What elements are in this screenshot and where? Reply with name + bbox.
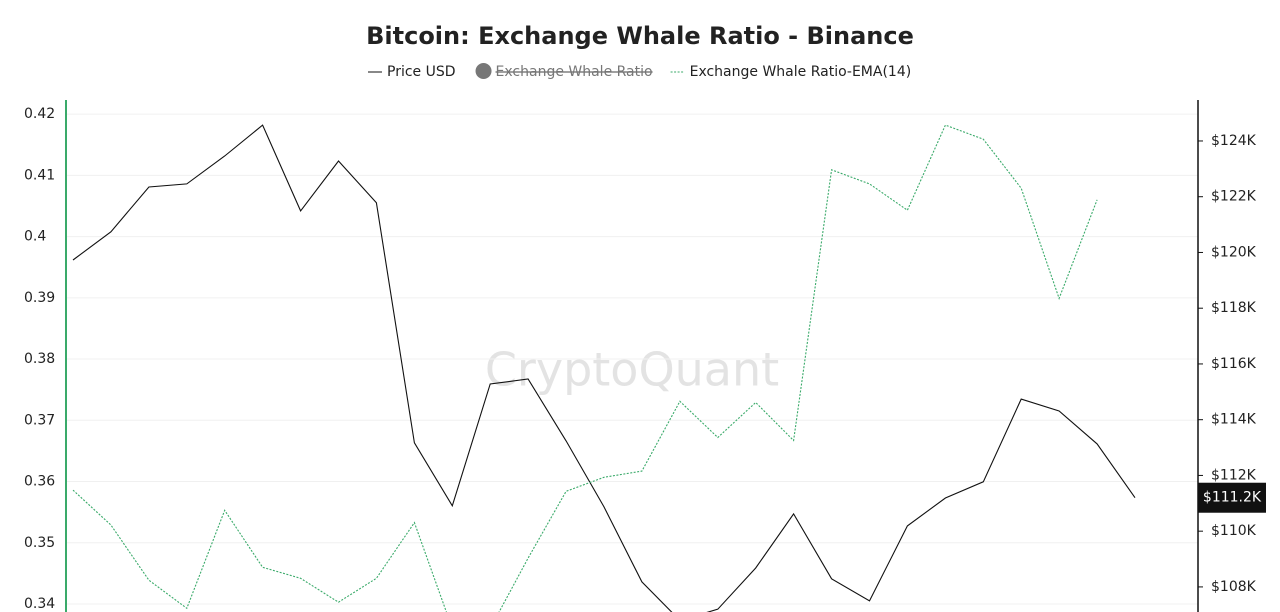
series-line xyxy=(72,124,1136,612)
y2-tick-label: $108K xyxy=(1211,579,1257,595)
y-tick-label: 0.39 xyxy=(24,290,55,306)
y2-tick-label: $116K xyxy=(1211,356,1257,372)
grid xyxy=(66,113,1198,605)
y-tick-label: 0.42 xyxy=(24,106,55,122)
series-line xyxy=(72,124,1098,612)
chart-title: Bitcoin: Exchange Whale Ratio - Binance xyxy=(366,22,914,50)
legend-label[interactable]: Exchange Whale Ratio xyxy=(496,64,653,80)
watermark: CryptoQuant xyxy=(485,343,779,397)
y2-tick-label: $114K xyxy=(1211,412,1257,428)
plot-area xyxy=(72,124,1136,612)
y2-tick-label: $124K xyxy=(1211,133,1257,149)
legend: Price USD Exchange Whale Ratio Exchange Wh… xyxy=(368,63,911,80)
value-badge xyxy=(1198,482,1266,513)
legend-marker xyxy=(475,63,492,79)
y-tick-label: 0.4 xyxy=(24,229,46,245)
y-tick-label: 0.34 xyxy=(24,596,55,612)
y2-tick-label: $122K xyxy=(1211,189,1257,205)
legend-label[interactable]: Price USD xyxy=(387,64,456,80)
y2-tick-label: $112K xyxy=(1211,467,1257,483)
y2-tick-label: $110K xyxy=(1211,523,1257,539)
y-tick-label: 0.35 xyxy=(24,535,55,551)
y-tick-label: 0.36 xyxy=(24,474,55,490)
y-tick-label: 0.37 xyxy=(24,412,55,428)
y2-tick-label: $118K xyxy=(1211,300,1257,316)
legend-label[interactable]: Exchange Whale Ratio-EMA(14) xyxy=(690,64,912,80)
axes: 0.34 0.35 0.36 0.37 0.38 0.39 0.4 0.41 0.42 $108K… xyxy=(24,106,1266,612)
y-tick-label: 0.41 xyxy=(24,167,55,183)
y-tick-label: 0.38 xyxy=(24,351,55,367)
value-label: $111.2K xyxy=(1203,490,1262,506)
y2-tick-label: $120K xyxy=(1211,244,1257,260)
